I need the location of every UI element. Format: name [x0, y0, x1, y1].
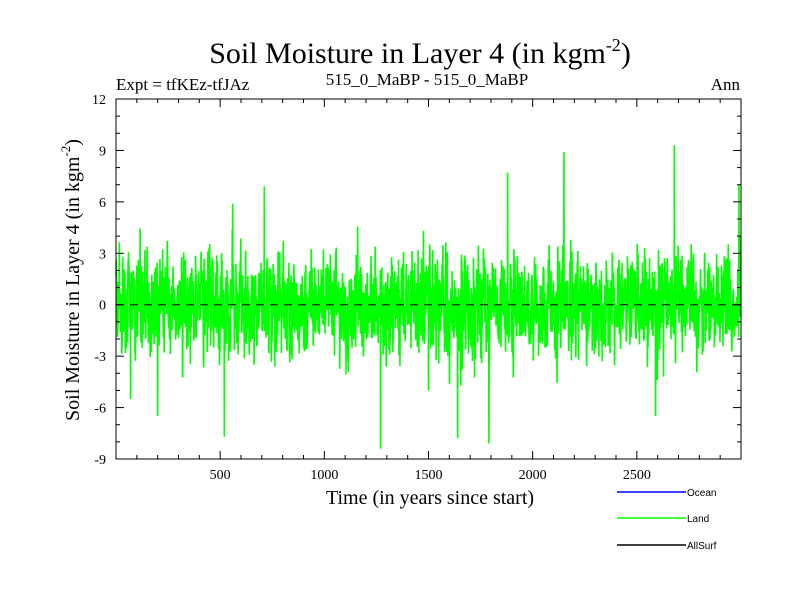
chart-title-main: Soil Moisture in Layer 4 (in kgm: [209, 37, 606, 70]
y-tick-label: 0: [99, 299, 106, 314]
y-tick-label: 6: [99, 196, 106, 211]
experiment-label: Expt = tfKEz-tfJAz: [116, 75, 250, 94]
chart-title: Soil Moisture in Layer 4 (in kgm-2): [209, 35, 631, 70]
y-axis-label-main: Soil Moisture in Layer 4 (in kgm: [62, 156, 84, 421]
season-label: Ann: [711, 75, 741, 94]
y-tick-label: 3: [99, 247, 106, 262]
x-axis-label: Time (in years since start): [326, 487, 534, 509]
land-series-line: [115, 145, 742, 449]
y-tick-label: -6: [94, 402, 106, 417]
chart-title-superscript: -2: [606, 35, 621, 55]
x-tick-label: 500: [210, 468, 231, 483]
x-axis-ticks: 500 1000 1500 2000 2500: [136, 99, 721, 483]
legend-label-ocean: Ocean: [687, 488, 716, 499]
y-axis-label: Soil Moisture in Layer 4 (in kgm-2): [58, 139, 84, 421]
y-axis-ticks: -9 -6 -3 0 3 6 9 12: [92, 93, 741, 468]
chart-title-end: ): [621, 37, 631, 70]
x-tick-label: 2000: [519, 468, 547, 483]
y-tick-label: -3: [94, 350, 106, 365]
x-tick-label: 1500: [415, 468, 443, 483]
y-axis-label-superscript: -2: [58, 146, 73, 157]
period-label: 515_0_MaBP - 515_0_MaBP: [326, 70, 528, 89]
x-tick-label: 1000: [310, 468, 338, 483]
legend-label-land: Land: [687, 514, 709, 525]
legend: Ocean Land AllSurf: [617, 488, 717, 552]
land-series: [115, 145, 742, 449]
y-axis-label-end: ): [62, 139, 84, 146]
y-tick-label: 12: [92, 93, 106, 108]
x-tick-label: 2500: [623, 468, 651, 483]
y-tick-label: -9: [94, 453, 106, 468]
plot-area: 500 1000 1500 2000 2500 -9 -6 -3 0 3 6 9 12: [92, 93, 742, 483]
legend-label-allsurf: AllSurf: [687, 541, 717, 552]
y-tick-label: 9: [99, 144, 106, 159]
